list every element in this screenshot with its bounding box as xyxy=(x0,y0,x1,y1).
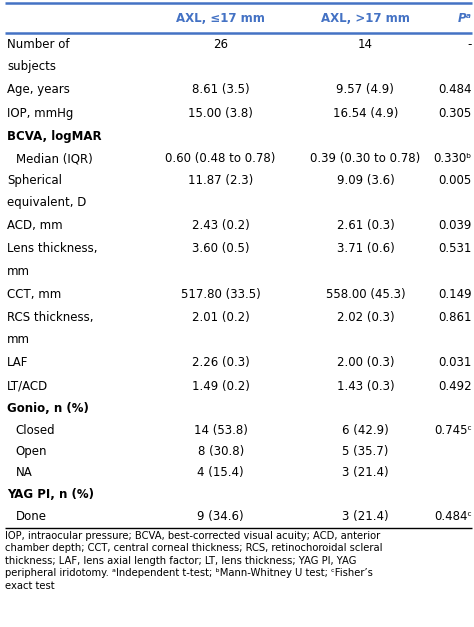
Text: BCVA, logMAR: BCVA, logMAR xyxy=(7,130,102,143)
Text: 558.00 (45.3): 558.00 (45.3) xyxy=(326,288,405,301)
Text: 1.43 (0.3): 1.43 (0.3) xyxy=(337,380,394,393)
Text: 14 (53.8): 14 (53.8) xyxy=(194,424,247,437)
Text: 11.87 (2.3): 11.87 (2.3) xyxy=(188,174,253,187)
Text: 9 (34.6): 9 (34.6) xyxy=(197,510,244,524)
Text: 14: 14 xyxy=(358,38,373,51)
Text: Number of: Number of xyxy=(7,38,70,51)
Text: Median (IQR): Median (IQR) xyxy=(16,152,92,165)
Text: ACD, mm: ACD, mm xyxy=(7,219,63,233)
Text: 0.861: 0.861 xyxy=(438,311,472,324)
Text: 0.484ᶜ: 0.484ᶜ xyxy=(434,510,472,524)
Text: 9.57 (4.9): 9.57 (4.9) xyxy=(337,83,394,96)
Text: 26: 26 xyxy=(213,38,228,51)
Text: 2.26 (0.3): 2.26 (0.3) xyxy=(192,356,249,369)
Text: -: - xyxy=(467,38,472,51)
Text: 9.09 (3.6): 9.09 (3.6) xyxy=(337,174,394,187)
Text: LAF: LAF xyxy=(7,356,28,369)
Text: IOP, mmHg: IOP, mmHg xyxy=(7,107,73,120)
Text: YAG PI, n (%): YAG PI, n (%) xyxy=(7,488,94,501)
Text: AXL, ≤17 mm: AXL, ≤17 mm xyxy=(176,12,265,24)
Text: AXL, >17 mm: AXL, >17 mm xyxy=(321,12,410,24)
Text: 0.330ᵇ: 0.330ᵇ xyxy=(433,152,472,165)
Text: Pᵃ: Pᵃ xyxy=(457,12,472,24)
Text: subjects: subjects xyxy=(7,60,56,73)
Text: 0.531: 0.531 xyxy=(438,243,472,255)
Text: 2.61 (0.3): 2.61 (0.3) xyxy=(337,219,394,233)
Text: 0.149: 0.149 xyxy=(438,288,472,301)
Text: 15.00 (3.8): 15.00 (3.8) xyxy=(188,107,253,120)
Text: 3 (21.4): 3 (21.4) xyxy=(342,466,389,480)
Text: 0.039: 0.039 xyxy=(438,219,472,233)
Text: 3.71 (0.6): 3.71 (0.6) xyxy=(337,243,394,255)
Text: 0.484: 0.484 xyxy=(438,83,472,96)
Text: NA: NA xyxy=(16,466,32,480)
Text: 16.54 (4.9): 16.54 (4.9) xyxy=(333,107,398,120)
Text: 2.43 (0.2): 2.43 (0.2) xyxy=(192,219,249,233)
Text: 0.492: 0.492 xyxy=(438,380,472,393)
Text: LT/ACD: LT/ACD xyxy=(7,380,48,393)
Text: Open: Open xyxy=(16,445,47,458)
Text: Done: Done xyxy=(16,510,46,524)
Text: 3.60 (0.5): 3.60 (0.5) xyxy=(192,243,249,255)
Text: CCT, mm: CCT, mm xyxy=(7,288,61,301)
Text: equivalent, D: equivalent, D xyxy=(7,196,86,209)
Text: 0.031: 0.031 xyxy=(438,356,472,369)
Text: mm: mm xyxy=(7,265,30,278)
Text: 0.305: 0.305 xyxy=(438,107,472,120)
Text: Age, years: Age, years xyxy=(7,83,70,96)
Text: 2.01 (0.2): 2.01 (0.2) xyxy=(192,311,249,324)
Text: 0.39 (0.30 to 0.78): 0.39 (0.30 to 0.78) xyxy=(310,152,420,165)
Text: 0.60 (0.48 to 0.78): 0.60 (0.48 to 0.78) xyxy=(165,152,276,165)
Text: 8.61 (3.5): 8.61 (3.5) xyxy=(192,83,249,96)
Text: mm: mm xyxy=(7,333,30,346)
Text: 8 (30.8): 8 (30.8) xyxy=(198,445,244,458)
Text: 5 (35.7): 5 (35.7) xyxy=(342,445,389,458)
Text: 1.49 (0.2): 1.49 (0.2) xyxy=(192,380,250,393)
Text: 6 (42.9): 6 (42.9) xyxy=(342,424,389,437)
Text: 0.745ᶜ: 0.745ᶜ xyxy=(434,424,472,437)
Text: Lens thickness,: Lens thickness, xyxy=(7,243,98,255)
Text: 517.80 (33.5): 517.80 (33.5) xyxy=(181,288,261,301)
Text: Spherical: Spherical xyxy=(7,174,62,187)
Text: 2.00 (0.3): 2.00 (0.3) xyxy=(337,356,394,369)
Text: Closed: Closed xyxy=(16,424,55,437)
Text: 2.02 (0.3): 2.02 (0.3) xyxy=(337,311,394,324)
Text: 0.005: 0.005 xyxy=(438,174,472,187)
Text: IOP, intraocular pressure; BCVA, best-corrected visual acuity; ACD, anterior
cha: IOP, intraocular pressure; BCVA, best-co… xyxy=(5,531,382,591)
Text: 3 (21.4): 3 (21.4) xyxy=(342,510,389,524)
Text: Gonio, n (%): Gonio, n (%) xyxy=(7,403,89,416)
Text: 4 (15.4): 4 (15.4) xyxy=(197,466,244,480)
Text: RCS thickness,: RCS thickness, xyxy=(7,311,93,324)
